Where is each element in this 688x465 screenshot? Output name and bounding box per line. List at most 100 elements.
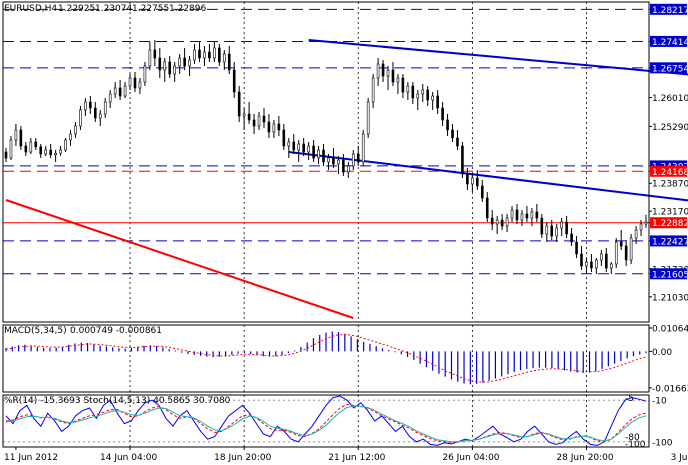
candle-body [242, 113, 246, 117]
candle-body [232, 69, 236, 93]
oscillator-inline-label: -80 [625, 433, 640, 443]
price-panel: EURUSD,H4 1.22925 1.23074 1.22755 1.2289… [3, 4, 688, 319]
candle-body [79, 109, 82, 127]
candle-body [520, 213, 524, 221]
candle-body [634, 229, 638, 239]
candle-body [505, 217, 509, 227]
candle-body [416, 93, 420, 99]
price-header-high: 1.23074 [95, 4, 132, 14]
candle-body [451, 129, 454, 139]
macd-panel: MACD(5,34,5) 0.000749 -0.000861 [4, 326, 647, 385]
candle-body [24, 145, 28, 153]
time-axis: 11 Jun 2012 14 Jun 04:00 18 Jun 20:00 21 Ju… [4, 447, 688, 463]
oscillator-inline-label: -100 [625, 440, 646, 450]
candle-body [565, 221, 568, 235]
candle-body [198, 49, 201, 59]
macd-label: MACD(5,34,5) [4, 326, 67, 336]
candle-body [337, 159, 340, 165]
candle-body [426, 89, 430, 101]
time-tick-label: 28 Jun 20:00 [556, 453, 613, 463]
macd-signal-line [5, 333, 647, 383]
candle-body [401, 77, 405, 93]
price-tick-label: 1.26010 [652, 94, 688, 104]
candle-body [292, 141, 296, 151]
candle-body [332, 157, 335, 165]
candle-body [148, 49, 152, 67]
candle-body [267, 121, 271, 133]
candle-body [138, 81, 142, 89]
candle-body [173, 65, 176, 75]
candle-body [446, 119, 449, 131]
oscillator-tick-label: -100 [652, 438, 673, 448]
candle-body [213, 47, 216, 59]
candle-body [183, 57, 186, 67]
price-level-label: 1.24168 [652, 168, 688, 178]
candle-body [287, 141, 291, 147]
candle-body [515, 209, 519, 221]
candle-body [495, 219, 499, 225]
macd-tick-label: 0.00 [652, 348, 672, 358]
price-tick-label: 1.21030 [652, 293, 688, 303]
candle-body [575, 241, 578, 255]
price-level-label: 1.27414 [652, 38, 688, 48]
candle-body [476, 177, 479, 187]
price-level-box [650, 268, 687, 280]
candle-body [34, 141, 38, 148]
price-level-box [650, 62, 687, 74]
candle-body [39, 146, 43, 155]
oscillator-line [5, 405, 647, 443]
candle-body [471, 177, 474, 185]
price-level-box [650, 165, 687, 177]
time-tick-label: 3 Jul 12:00 [671, 453, 688, 463]
candle-body [307, 145, 310, 153]
candle-body [54, 152, 57, 156]
candle-body [540, 217, 544, 235]
candle-body [59, 149, 62, 154]
candle-body [406, 85, 410, 93]
panel-frames [2, 1, 650, 448]
candle-body [94, 107, 97, 119]
candle-body [302, 143, 305, 153]
price-axis: 1.282171.274141.267541.260101.252901.243… [649, 3, 688, 448]
macd-histogram [5, 331, 647, 385]
macd-tick-label: -0.016632 [652, 384, 688, 394]
candle-body [113, 87, 117, 95]
price-level-label: 1.26754 [652, 64, 688, 74]
vertical-grid [129, 2, 587, 447]
candle-body [89, 101, 92, 109]
candle-body [342, 159, 345, 173]
price-header-low: 1.22755 [132, 4, 169, 14]
candle-body [585, 261, 588, 267]
candle-body [525, 213, 529, 219]
price-header-symbol: EURUSD,H4 [4, 4, 57, 14]
candle-body [510, 209, 514, 219]
candle-body [436, 95, 439, 109]
candle-body [421, 89, 425, 95]
candle-body [203, 51, 206, 59]
candle-body [605, 253, 608, 269]
oscillator-label: %R(14) -15.3693 Stoch(14,5,13) 40.5865 3… [4, 396, 231, 406]
time-tick-label: 11 Jun 2012 [4, 453, 58, 463]
candle-body [386, 69, 390, 77]
panel-frame [2, 394, 650, 448]
candle-body [247, 113, 251, 121]
candle-body [356, 153, 360, 163]
trend-line [308, 39, 688, 76]
candle-body [188, 59, 191, 67]
time-tick-label: 14 Jun 04:00 [100, 453, 157, 463]
candle-body [466, 173, 469, 185]
candle-body [590, 261, 593, 269]
oscillator-line [5, 395, 647, 446]
candle-body [322, 149, 325, 163]
candle-body [84, 101, 87, 111]
price-tick-label: 1.23870 [652, 180, 688, 190]
price-level-label: 1.22427 [652, 237, 688, 247]
price-tick-label: 1.25290 [652, 123, 688, 133]
candle-body [29, 141, 33, 153]
candle-body [366, 101, 370, 135]
candle-body [218, 47, 221, 63]
candle-body [317, 149, 320, 159]
candle-body [4, 151, 8, 159]
time-tick-label: 18 Jun 20:00 [214, 453, 271, 463]
